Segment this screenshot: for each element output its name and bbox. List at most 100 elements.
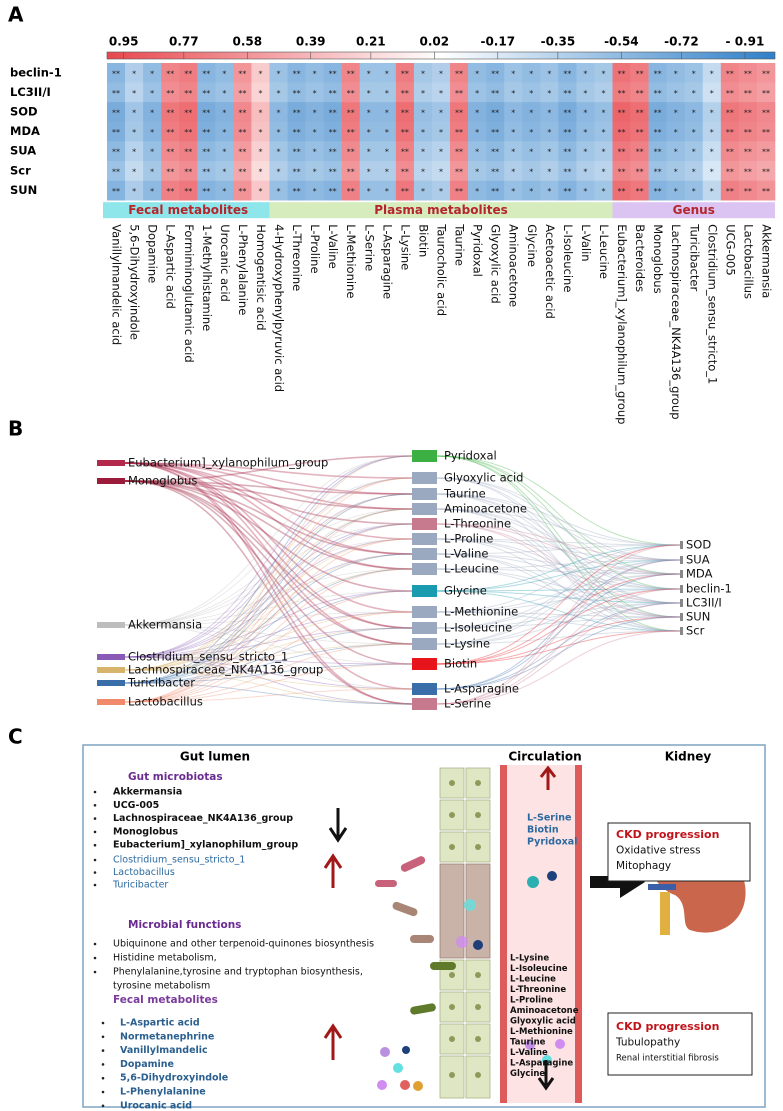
- significance-label: **: [184, 187, 192, 196]
- significance-label: *: [367, 187, 371, 196]
- link: [436, 477, 681, 618]
- heatmap-cell: [305, 141, 324, 162]
- heatmap-cell: [287, 121, 306, 142]
- heatmap-cell: [450, 161, 469, 181]
- heatmap-cell: [395, 82, 415, 103]
- significance-label: **: [401, 89, 409, 98]
- heatmap-cell: [612, 161, 631, 181]
- significance-label: **: [329, 128, 337, 137]
- heatmap-cell: [486, 82, 505, 103]
- heatmap-cell: [395, 102, 415, 123]
- significance-label: *: [222, 69, 226, 78]
- kidney-outcome: Tubulopathy: [615, 1037, 680, 1049]
- heatmap-cell: [305, 180, 324, 201]
- heatmap-cell: [233, 102, 252, 123]
- significance-label: **: [166, 128, 174, 137]
- sankey-node: [412, 563, 437, 575]
- column-label: Bacteroides: [633, 224, 647, 292]
- section-header: Gut lumen: [180, 750, 250, 764]
- significance-label: **: [112, 148, 120, 157]
- heatmap-cell: [720, 180, 740, 201]
- heatmap-cell: [648, 121, 667, 142]
- column-label: 1-Methylhistamine: [200, 224, 214, 331]
- heatmap-cell: [359, 102, 379, 123]
- heatmap-cell: [684, 121, 704, 142]
- heatmap-cell: [684, 63, 704, 83]
- sankey-node: [412, 503, 437, 515]
- link: [436, 573, 681, 613]
- link: [436, 559, 681, 705]
- heatmap-cell: [666, 161, 686, 181]
- heatmap-cell: [756, 82, 776, 103]
- column-label: Biotin: [416, 224, 430, 257]
- bullet: [101, 1049, 105, 1052]
- significance-label: **: [618, 128, 626, 137]
- node-label: Lachnospiraceae_NK4A136_group: [128, 663, 323, 677]
- column-label: Urocanic acid: [218, 224, 232, 302]
- bullet: [93, 883, 97, 887]
- significance-label: **: [563, 148, 571, 157]
- colorbar: [106, 51, 776, 60]
- significance-label: **: [347, 148, 355, 157]
- significance-label: *: [277, 109, 281, 118]
- significance-label: *: [439, 109, 443, 118]
- heatmap-cell: [666, 121, 686, 142]
- metabolite: Biotin: [527, 825, 559, 836]
- heatmap-cell: [287, 82, 306, 103]
- heatmap-cell: [756, 161, 776, 181]
- significance-label: **: [654, 148, 662, 157]
- heatmap-cell: [431, 63, 451, 83]
- link: [124, 538, 413, 626]
- link: [436, 544, 681, 705]
- column-label: Aminoacetone: [507, 224, 521, 307]
- heatmap-cell: [522, 161, 541, 181]
- heatmap-cell: [359, 121, 379, 142]
- significance-label: *: [601, 109, 605, 118]
- significance-label: **: [401, 109, 409, 118]
- significance-label: **: [491, 148, 499, 157]
- heatmap-cell: [215, 82, 234, 103]
- link: [124, 455, 413, 658]
- link: [124, 624, 413, 690]
- significance-label: **: [491, 128, 499, 137]
- heatmap-cell: [233, 121, 252, 142]
- significance-label: *: [674, 69, 678, 78]
- significance-label: *: [529, 187, 533, 196]
- genus: Lachnospiraceae_NK4A136_group: [113, 813, 293, 824]
- significance-label: **: [202, 187, 210, 196]
- function: tyrosine metabolism: [113, 981, 210, 992]
- significance-label: **: [762, 109, 770, 118]
- genus: Eubacterium]_xylanophilum_group: [113, 840, 298, 851]
- node-label: L-Proline: [444, 532, 493, 546]
- heatmap-cell: [522, 63, 541, 83]
- significance-label: *: [150, 69, 154, 78]
- significance-label: *: [439, 128, 443, 137]
- significance-label: **: [202, 69, 210, 78]
- significance-label: **: [726, 148, 734, 157]
- significance-label: *: [313, 167, 317, 176]
- significance-label: *: [132, 187, 136, 196]
- link: [436, 508, 681, 590]
- genus: Turicibacter: [112, 880, 168, 891]
- heatmap-cell: [179, 102, 198, 123]
- significance-label: **: [563, 187, 571, 196]
- heatmap-cell: [558, 161, 577, 181]
- significance-label: *: [222, 89, 226, 98]
- significance-label: **: [202, 167, 210, 176]
- function: Phenylalanine,tyrosine and tryptophan bi…: [113, 967, 363, 978]
- heatmap-cell: [251, 63, 270, 83]
- significance-label: *: [511, 109, 515, 118]
- significance-label: *: [385, 187, 389, 196]
- metabolite: L-Leucine: [510, 975, 556, 985]
- significance-label: **: [726, 128, 734, 137]
- link: [436, 616, 681, 665]
- significance-label: *: [150, 148, 154, 157]
- significance-label: *: [367, 128, 371, 137]
- heatmap-cell: [594, 180, 613, 201]
- link: [124, 477, 413, 626]
- heatmap-cell: [197, 63, 216, 83]
- link: [124, 643, 413, 703]
- heatmap-cell: [720, 141, 740, 162]
- link: [436, 588, 681, 665]
- link: [436, 523, 681, 561]
